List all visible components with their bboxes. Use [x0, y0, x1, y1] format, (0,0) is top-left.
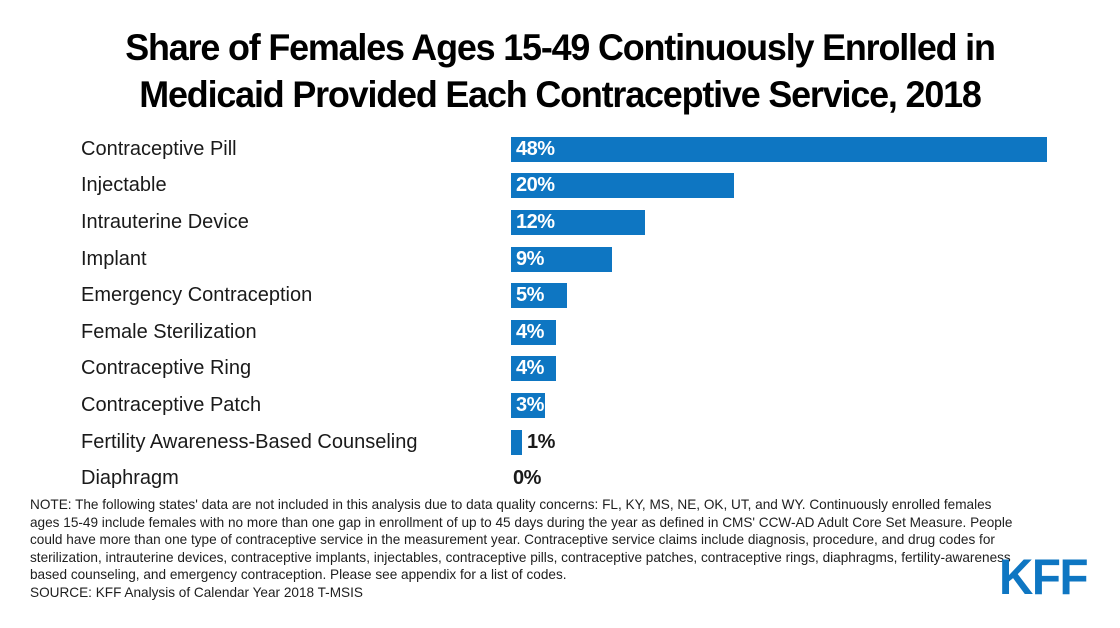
value-label: 1%	[527, 430, 555, 453]
bar-chart: Contraceptive Pill 48% Injectable 20% Intrau…	[81, 131, 1100, 497]
bar	[511, 392, 545, 418]
chart-row: Implant 9%	[81, 241, 1100, 278]
chart-title-line2: Medicaid Provided Each Contraceptive Ser…	[139, 74, 982, 116]
chart-row: Intrauterine Device 12%	[81, 204, 1100, 241]
category-label: Female Sterilization	[81, 320, 257, 343]
category-label: Contraceptive Patch	[81, 393, 262, 416]
category-label: Diaphragm	[81, 467, 179, 490]
chart-row: Contraceptive Pill 48%	[81, 131, 1100, 168]
bar-area: 5%	[511, 283, 1100, 309]
bar	[511, 136, 1047, 162]
value-label: 20%	[516, 174, 555, 197]
bar-area: 9%	[511, 246, 1100, 272]
bar-area: 48%	[511, 136, 1100, 162]
chart-row: Contraceptive Patch 3%	[81, 387, 1100, 424]
category-label: Implant	[81, 247, 147, 270]
chart-title: Share of Females Ages 15-49 Continuously…	[17, 24, 1103, 119]
source-text: SOURCE: KFF Analysis of Calendar Year 20…	[30, 584, 363, 600]
category-label: Injectable	[81, 174, 167, 197]
chart-row: Injectable 20%	[81, 168, 1100, 205]
chart-row: Emergency Contraception 5%	[81, 277, 1100, 314]
chart-row: Fertility Awareness-Based Counseling 1%	[81, 424, 1100, 461]
bar	[511, 209, 645, 235]
value-label: 3%	[516, 393, 544, 416]
category-label: Contraceptive Pill	[81, 137, 237, 160]
category-label: Fertility Awareness-Based Counseling	[81, 430, 418, 453]
value-label: 4%	[516, 357, 544, 380]
chart-title-line1: Share of Females Ages 15-49 Continuously…	[125, 27, 996, 68]
bar	[511, 356, 556, 382]
value-label: 5%	[516, 284, 544, 307]
chart-row: Contraceptive Ring 4%	[81, 351, 1100, 388]
value-label: 0%	[513, 467, 541, 490]
bar-area: 3%	[511, 392, 1100, 418]
bar-area: 12%	[511, 209, 1100, 235]
bar-area: 1%	[511, 429, 1100, 455]
bar-area: 0%	[511, 466, 1100, 491]
bar	[511, 173, 734, 199]
footer: NOTE: The following states' data are not…	[30, 496, 1020, 601]
bar-area: 4%	[511, 319, 1100, 345]
note-text: NOTE: The following states' data are not…	[30, 497, 1013, 583]
value-label: 4%	[516, 320, 544, 343]
bar-area: 20%	[511, 173, 1100, 199]
bar-area: 4%	[511, 356, 1100, 382]
bar	[511, 283, 567, 309]
bar	[511, 246, 612, 272]
category-label: Intrauterine Device	[81, 210, 249, 233]
kff-logo: KFF	[999, 549, 1088, 605]
category-label: Emergency Contraception	[81, 284, 313, 307]
bar	[511, 319, 556, 345]
value-label: 12%	[516, 210, 555, 233]
chart-row: Female Sterilization 4%	[81, 314, 1100, 351]
chart-row: Diaphragm 0%	[81, 460, 1100, 497]
value-label: 9%	[516, 247, 544, 270]
value-label: 48%	[516, 137, 555, 160]
category-label: Contraceptive Ring	[81, 357, 252, 380]
bar	[511, 429, 522, 455]
